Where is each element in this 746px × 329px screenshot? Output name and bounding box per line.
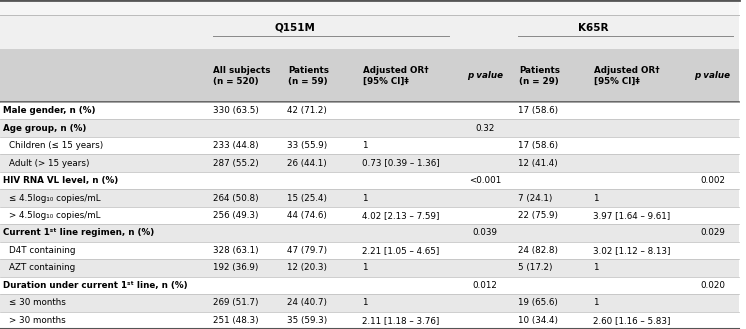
Text: K65R: K65R (578, 23, 608, 33)
Text: 0.012: 0.012 (472, 281, 498, 290)
Text: 0.020: 0.020 (700, 281, 725, 290)
Text: 17 (58.6): 17 (58.6) (518, 106, 559, 115)
Text: 1: 1 (593, 193, 598, 203)
Bar (0, 102, 739, 119)
Text: Adjusted OR†
[95% CI]‡: Adjusted OR† [95% CI]‡ (594, 65, 659, 86)
Text: 15 (25.4): 15 (25.4) (287, 193, 327, 203)
Text: Current 1ˢᵗ line regimen, n (%): Current 1ˢᵗ line regimen, n (%) (3, 228, 154, 238)
Bar (0, 172, 739, 189)
Text: 0.32: 0.32 (475, 124, 495, 133)
Text: AZT containing: AZT containing (9, 264, 75, 272)
Bar (0, 154, 739, 172)
Text: > 30 months: > 30 months (9, 316, 66, 325)
Text: 42 (71.2): 42 (71.2) (287, 106, 327, 115)
Text: 2.21 [1.05 – 4.65]: 2.21 [1.05 – 4.65] (362, 246, 439, 255)
Text: 0.039: 0.039 (472, 228, 498, 238)
Bar (0, 294, 739, 312)
Text: D4T containing: D4T containing (9, 246, 75, 255)
Text: Patients
(n = 29): Patients (n = 29) (519, 65, 560, 86)
Text: Age group, n (%): Age group, n (%) (3, 124, 87, 133)
Bar (0, 0, 739, 15)
Text: 26 (44.1): 26 (44.1) (287, 159, 327, 167)
Text: 1: 1 (362, 141, 367, 150)
Text: 44 (74.6): 44 (74.6) (287, 211, 327, 220)
Text: 192 (36.9): 192 (36.9) (213, 264, 258, 272)
Text: 251 (48.3): 251 (48.3) (213, 316, 258, 325)
Text: 19 (65.6): 19 (65.6) (518, 298, 558, 307)
Text: All subjects
(n = 520): All subjects (n = 520) (213, 65, 271, 86)
Text: 328 (63.1): 328 (63.1) (213, 246, 258, 255)
Text: 0.73 [0.39 – 1.36]: 0.73 [0.39 – 1.36] (362, 159, 439, 167)
Text: 269 (51.7): 269 (51.7) (213, 298, 258, 307)
Text: Adjusted OR†
[95% CI]‡: Adjusted OR† [95% CI]‡ (363, 65, 428, 86)
Text: 33 (55.9): 33 (55.9) (287, 141, 327, 150)
Bar (0, 15, 739, 49)
Text: 2.11 [1.18 – 3.76]: 2.11 [1.18 – 3.76] (362, 316, 439, 325)
Text: 330 (63.5): 330 (63.5) (213, 106, 258, 115)
Text: Children (≤ 15 years): Children (≤ 15 years) (9, 141, 103, 150)
Text: 10 (34.4): 10 (34.4) (518, 316, 559, 325)
Text: 17 (58.6): 17 (58.6) (518, 141, 559, 150)
Bar (0, 49, 739, 102)
Text: 5 (17.2): 5 (17.2) (518, 264, 553, 272)
Text: 0.029: 0.029 (700, 228, 725, 238)
Bar (0, 312, 739, 329)
Text: 7 (24.1): 7 (24.1) (518, 193, 553, 203)
Text: 4.02 [2.13 – 7.59]: 4.02 [2.13 – 7.59] (362, 211, 439, 220)
Bar (0, 224, 739, 242)
Text: ≤ 30 months: ≤ 30 months (9, 298, 66, 307)
Bar (0, 137, 739, 154)
Text: <0.001: <0.001 (468, 176, 501, 185)
Text: 35 (59.3): 35 (59.3) (287, 316, 327, 325)
Text: 287 (55.2): 287 (55.2) (213, 159, 258, 167)
Text: HIV RNA VL level, n (%): HIV RNA VL level, n (%) (3, 176, 118, 185)
Bar (0, 259, 739, 277)
Text: 47 (79.7): 47 (79.7) (287, 246, 327, 255)
Text: Duration under current 1ˢᵗ line, n (%): Duration under current 1ˢᵗ line, n (%) (3, 281, 187, 290)
Text: 1: 1 (362, 298, 367, 307)
Text: ≤ 4.5log₁₀ copies/mL: ≤ 4.5log₁₀ copies/mL (9, 193, 101, 203)
Text: 1: 1 (362, 264, 367, 272)
Text: 1: 1 (362, 193, 367, 203)
Text: 2.60 [1.16 – 5.83]: 2.60 [1.16 – 5.83] (593, 316, 671, 325)
Text: 233 (44.8): 233 (44.8) (213, 141, 258, 150)
Bar (0, 242, 739, 259)
Text: Patients
(n = 59): Patients (n = 59) (288, 65, 329, 86)
Bar (0, 189, 739, 207)
Text: 12 (41.4): 12 (41.4) (518, 159, 558, 167)
Bar (0, 207, 739, 224)
Text: Male gender, n (%): Male gender, n (%) (3, 106, 95, 115)
Text: 12 (20.3): 12 (20.3) (287, 264, 327, 272)
Bar (0, 277, 739, 294)
Text: 0.002: 0.002 (700, 176, 725, 185)
Text: 3.97 [1.64 – 9.61]: 3.97 [1.64 – 9.61] (593, 211, 671, 220)
Text: 22 (75.9): 22 (75.9) (518, 211, 559, 220)
Text: p value: p value (695, 71, 730, 80)
Text: 264 (50.8): 264 (50.8) (213, 193, 258, 203)
Text: 1: 1 (593, 264, 598, 272)
Text: p value: p value (467, 71, 503, 80)
Text: 256 (49.3): 256 (49.3) (213, 211, 258, 220)
Text: 1: 1 (593, 298, 598, 307)
Text: 24 (82.8): 24 (82.8) (518, 246, 559, 255)
Bar (0, 119, 739, 137)
Text: Adult (> 15 years): Adult (> 15 years) (9, 159, 90, 167)
Text: Q151M: Q151M (275, 23, 316, 33)
Text: > 4.5log₁₀ copies/mL: > 4.5log₁₀ copies/mL (9, 211, 101, 220)
Text: 3.02 [1.12 – 8.13]: 3.02 [1.12 – 8.13] (593, 246, 671, 255)
Text: 24 (40.7): 24 (40.7) (287, 298, 327, 307)
